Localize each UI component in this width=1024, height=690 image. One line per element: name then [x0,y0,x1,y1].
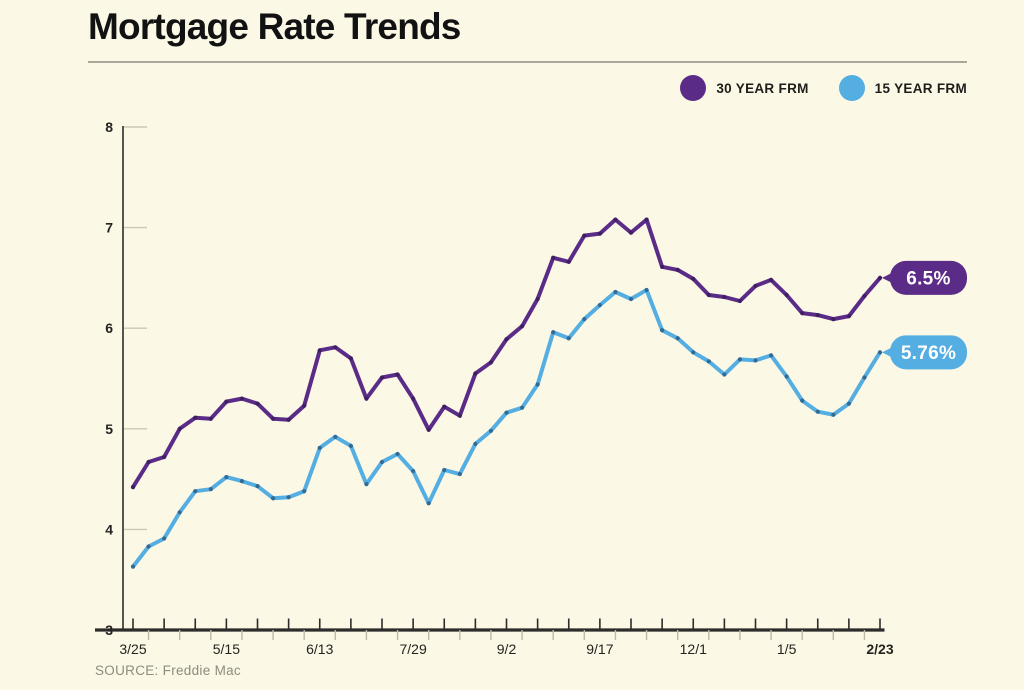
x-axis-ticks [132,618,881,640]
legend-item-30yr: 30 YEAR FRM [680,75,808,101]
svg-text:7: 7 [105,220,113,236]
series-line-15yr [131,288,882,569]
y-axis-labels: 3 4 5 6 7 8 [105,119,113,638]
legend-swatch-30yr-icon [680,75,707,101]
svg-text:6/13: 6/13 [306,641,333,657]
svg-text:5/15: 5/15 [213,641,240,657]
svg-text:1/5: 1/5 [777,641,797,657]
svg-text:3: 3 [105,622,113,638]
svg-text:4: 4 [105,521,113,537]
series-markers-30yr [130,217,883,490]
series-markers-15yr [130,287,883,569]
source-credit: SOURCE: Freddie Mac [95,663,241,678]
header-divider [88,61,967,63]
callout-15yr: 5.76% [882,335,967,370]
svg-text:12/1: 12/1 [680,641,707,657]
legend-label-30yr: 30 YEAR FRM [716,80,809,96]
callout-30yr: 6.5% [882,260,967,295]
svg-text:6: 6 [105,320,113,336]
y-gridline-dashes [124,126,147,531]
svg-text:2/23: 2/23 [866,641,893,657]
legend-swatch-15yr-icon [838,75,865,101]
series-line-30yr [131,217,882,490]
svg-text:9/2: 9/2 [497,641,517,657]
svg-text:3/25: 3/25 [119,641,146,657]
svg-text:7/29: 7/29 [400,641,427,657]
page-title: Mortgage Rate Trends [88,6,461,47]
callout-value-30yr: 6.5% [906,268,951,289]
legend-item-15yr: 15 YEAR FRM [838,75,967,101]
svg-text:5: 5 [105,421,113,437]
svg-text:9/17: 9/17 [586,641,613,657]
x-axis-labels: 3/25 5/15 6/13 7/29 9/2 9/17 12/1 1/5 2/23 [119,641,893,657]
callout-value-15yr: 5.76% [901,343,956,364]
legend: 30 YEAR FRM 15 YEAR FRM [680,75,967,101]
svg-text:8: 8 [105,119,113,135]
legend-label-15yr: 15 YEAR FRM [874,80,967,96]
